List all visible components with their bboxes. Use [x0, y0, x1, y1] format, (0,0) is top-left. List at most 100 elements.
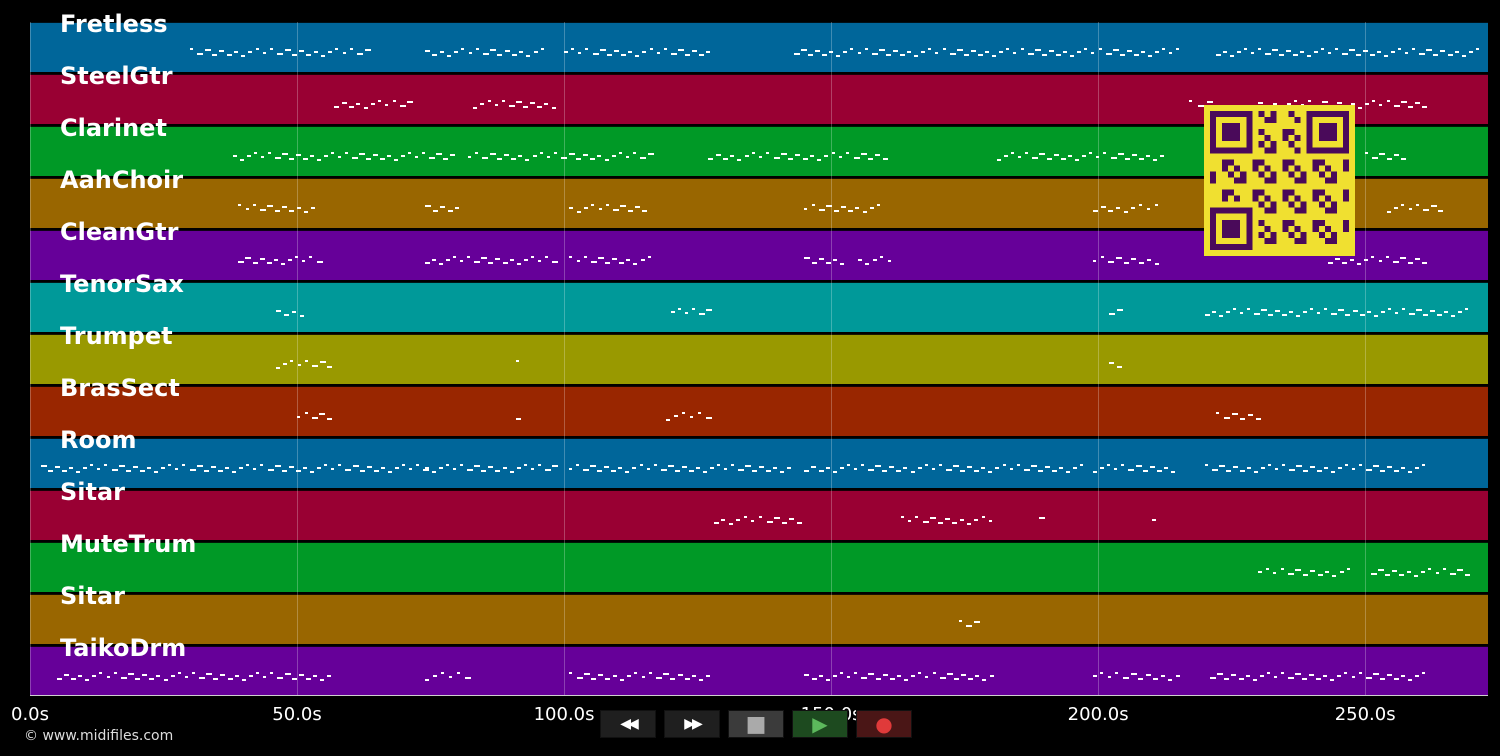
midi-note: [395, 467, 400, 469]
midi-note: [889, 466, 895, 468]
track-lane[interactable]: [30, 334, 1488, 384]
midi-note: [678, 308, 681, 310]
midi-note: [1373, 465, 1380, 467]
midi-note: [1335, 258, 1341, 260]
midi-note: [1238, 678, 1244, 680]
midi-note: [1117, 153, 1124, 155]
track-lane[interactable]: [30, 490, 1488, 540]
midi-note: [1435, 572, 1439, 574]
track-lane[interactable]: [30, 542, 1488, 592]
midi-note: [245, 257, 252, 259]
midi-note: [655, 677, 662, 679]
midi-note: [1067, 155, 1072, 157]
midi-note: [728, 523, 733, 525]
midi-note: [473, 107, 478, 109]
midi-note: [1331, 313, 1338, 315]
midi-note: [1373, 315, 1378, 317]
midi-note: [291, 311, 296, 313]
midi-note: [1398, 48, 1402, 50]
midi-note: [170, 675, 175, 677]
midi-note: [660, 469, 667, 471]
track-lane[interactable]: [30, 386, 1488, 436]
midi-note: [380, 158, 386, 160]
midi-note: [1415, 102, 1420, 104]
midi-note: [721, 519, 726, 521]
midi-note: [432, 54, 438, 56]
midi-note: [996, 159, 1001, 161]
midi-note: [1302, 678, 1308, 680]
midi-note: [111, 469, 118, 471]
midi-note: [1215, 412, 1219, 414]
midi-note: [665, 419, 670, 421]
midi-note: [1255, 418, 1261, 420]
midi-note: [282, 153, 288, 155]
midi-note: [388, 471, 393, 473]
midi-note: [460, 260, 464, 262]
midi-note: [357, 53, 364, 55]
midi-note: [1393, 207, 1398, 209]
midi-note: [1231, 413, 1238, 415]
midi-note: [918, 672, 922, 674]
midi-note: [289, 210, 295, 212]
midi-note: [1278, 54, 1284, 56]
midi-note: [627, 675, 632, 677]
midi-note: [1364, 259, 1369, 261]
midi-note: [253, 152, 257, 154]
track-lane[interactable]: [30, 22, 1488, 72]
midi-note: [1308, 100, 1312, 102]
midi-note: [533, 51, 538, 53]
midi-note: [1436, 314, 1442, 316]
midi-note: [619, 679, 624, 681]
midi-note: [1231, 674, 1237, 676]
midi-note: [275, 157, 281, 159]
midi-note: [496, 158, 502, 160]
midi-note: [818, 258, 824, 260]
midi-note: [1013, 52, 1017, 54]
midi-note: [956, 49, 963, 51]
midi-note: [1321, 48, 1325, 50]
midi-note: [878, 49, 885, 51]
midi-note: [446, 55, 451, 57]
midi-note: [1016, 464, 1020, 466]
midi-note: [1412, 48, 1416, 50]
midi-note: [1372, 100, 1376, 102]
track-lane[interactable]: [30, 438, 1488, 488]
midi-note: [1123, 262, 1129, 264]
midi-note: [1302, 574, 1308, 576]
track-lane[interactable]: [30, 594, 1488, 644]
midi-note: [907, 520, 911, 522]
stop-button[interactable]: ■: [728, 710, 784, 738]
track-lane[interactable]: [30, 646, 1488, 696]
midi-note: [439, 263, 444, 265]
play-button[interactable]: ▶: [792, 710, 848, 738]
midi-note: [814, 50, 820, 52]
record-button[interactable]: ●: [856, 710, 912, 738]
midi-note: [1387, 308, 1391, 310]
midi-note: [503, 154, 509, 156]
midi-note: [1108, 261, 1115, 263]
midi-note: [220, 674, 226, 676]
midi-note: [578, 52, 582, 54]
midi-note: [1385, 574, 1390, 576]
midi-note: [569, 468, 573, 470]
midi-note: [1164, 467, 1168, 469]
midi-note: [772, 467, 777, 469]
rewind-button[interactable]: ◀◀: [600, 710, 656, 738]
track-lane[interactable]: [30, 282, 1488, 332]
midi-note: [1239, 470, 1245, 472]
midi-note: [1384, 55, 1389, 57]
midi-note: [1110, 157, 1117, 159]
track-name-label: Room: [60, 426, 137, 454]
midi-note: [1254, 313, 1261, 315]
fast-forward-button[interactable]: ▶▶: [664, 710, 720, 738]
midi-note: [1142, 470, 1148, 472]
midi-note: [900, 54, 906, 56]
midi-note: [352, 157, 359, 159]
midi-note: [1317, 574, 1323, 576]
midi-note: [807, 54, 813, 56]
track-name-label: Clarinet: [60, 114, 167, 142]
midi-note: [1077, 51, 1082, 53]
midi-note: [288, 466, 294, 468]
midi-note: [204, 49, 211, 51]
midi-note: [1289, 311, 1294, 313]
